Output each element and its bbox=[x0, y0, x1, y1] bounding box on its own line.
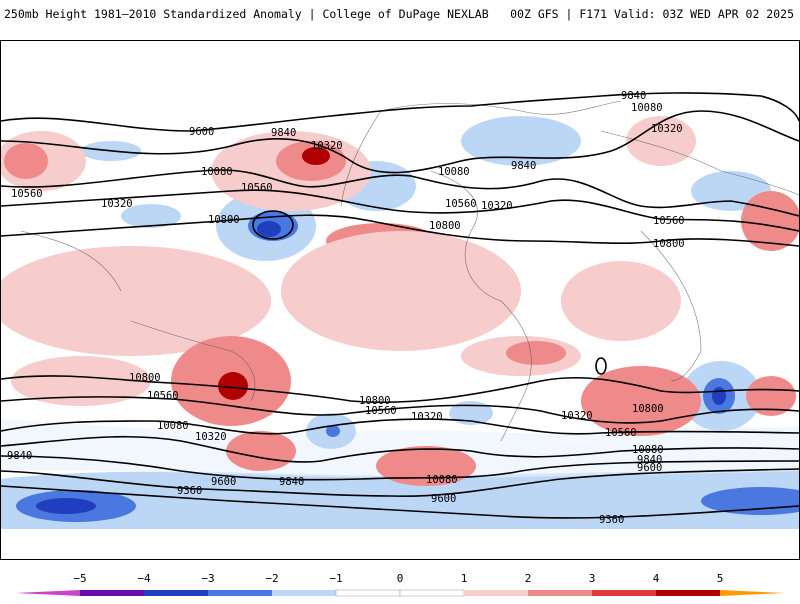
contour-label: 10320 bbox=[481, 200, 513, 212]
contour-label: 10560 bbox=[605, 427, 637, 439]
colorbar-tick: −4 bbox=[137, 572, 151, 585]
contour-label: 10800 bbox=[359, 395, 391, 407]
contour-label: 10080 bbox=[631, 102, 663, 114]
contour-label: 9360 bbox=[599, 514, 624, 526]
contour-label: 10080 bbox=[201, 166, 233, 178]
colorbar-segment bbox=[80, 590, 144, 596]
contour-label: 10080 bbox=[438, 166, 470, 178]
colorbar: −5 −4 −3 −2 −1 0 1 2 3 4 5 bbox=[0, 564, 800, 600]
contour-label: 10800 bbox=[653, 238, 685, 250]
contour-label: 10800 bbox=[129, 372, 161, 384]
colorbar-segment bbox=[720, 590, 785, 596]
colorbar-segments bbox=[15, 589, 785, 597]
colorbar-segment bbox=[592, 590, 656, 596]
contour-label: 10320 bbox=[411, 411, 443, 423]
contour-label: 10320 bbox=[195, 431, 227, 443]
contour-label: 10080 bbox=[426, 474, 458, 486]
colorbar-tick: 1 bbox=[461, 572, 468, 585]
colorbar-tick: −3 bbox=[201, 572, 214, 585]
contour-label: 9840 bbox=[621, 90, 646, 102]
contour-label: 10800 bbox=[429, 220, 461, 232]
contour-label: 9840 bbox=[511, 160, 536, 172]
colorbar-tick: 4 bbox=[653, 572, 660, 585]
colorbar-tick: −1 bbox=[329, 572, 342, 585]
contour-label: 10560 bbox=[365, 405, 397, 417]
model-valid-time: 00Z GFS | F171 Valid: 03Z WED APR 02 202… bbox=[510, 7, 794, 21]
antarctic-negative-band bbox=[1, 469, 799, 529]
contour-label: 9600 bbox=[189, 126, 214, 138]
contour-label: 10800 bbox=[208, 214, 240, 226]
colorbar-tick: −5 bbox=[73, 572, 86, 585]
contour-label: 10320 bbox=[561, 410, 593, 422]
contour-label: 10080 bbox=[157, 420, 189, 432]
contour-label: 10560 bbox=[11, 188, 43, 200]
colorbar-segment bbox=[208, 590, 272, 596]
colorbar-segment bbox=[528, 590, 592, 596]
contour-label: 10560 bbox=[653, 215, 685, 227]
contour-label: 9600 bbox=[431, 493, 456, 505]
map-title: 250mb Height 1981–2010 Standardized Anom… bbox=[4, 7, 489, 21]
contour-label: 9360 bbox=[177, 485, 202, 497]
contour-label: 10560 bbox=[445, 198, 477, 210]
contour-label: 10560 bbox=[241, 182, 273, 194]
contour-label: 9840 bbox=[637, 454, 662, 466]
colorbar-segment bbox=[656, 590, 720, 596]
colorbar-tick: 2 bbox=[525, 572, 532, 585]
colorbar-segment bbox=[144, 590, 208, 596]
contour-labels: 9840 10080 10320 9600 9840 10320 10080 1… bbox=[7, 90, 685, 526]
contour-label: 9840 bbox=[279, 476, 304, 488]
colorbar-scale: −5 −4 −3 −2 −1 0 1 2 3 4 5 bbox=[15, 572, 785, 597]
contour-label: 10320 bbox=[651, 123, 683, 135]
colorbar-segment bbox=[272, 590, 336, 596]
colorbar-tick: 0 bbox=[397, 572, 404, 585]
colorbar-segment bbox=[335, 589, 401, 597]
contour-label: 10320 bbox=[101, 198, 133, 210]
colorbar-tick-labels: −5 −4 −3 −2 −1 0 1 2 3 4 5 bbox=[73, 572, 723, 585]
coastlines bbox=[20, 100, 799, 442]
contour-label: 10560 bbox=[147, 390, 179, 402]
colorbar-tick: −2 bbox=[265, 572, 278, 585]
colorbar-tick: 5 bbox=[717, 572, 724, 585]
colorbar-tick: 3 bbox=[589, 572, 596, 585]
height-contours bbox=[1, 92, 799, 519]
anomaly-map: 9840 10080 10320 9600 9840 10320 10080 1… bbox=[1, 90, 799, 529]
contour-label: 9600 bbox=[211, 476, 236, 488]
contour-label: 9840 bbox=[7, 450, 32, 462]
colorbar-segment bbox=[399, 589, 465, 597]
header: 250mb Height 1981–2010 Standardized Anom… bbox=[0, 0, 800, 40]
contour-label: 10800 bbox=[632, 403, 664, 415]
colorbar-segment bbox=[15, 590, 80, 596]
colorbar-segment bbox=[464, 590, 528, 596]
map-panel: 9840 10080 10320 9600 9840 10320 10080 1… bbox=[0, 40, 800, 560]
contour-label: 9600 bbox=[637, 462, 662, 474]
contour-label: 9840 bbox=[271, 127, 296, 139]
contour-label: 10320 bbox=[311, 140, 343, 152]
contour-label: 10080 bbox=[632, 444, 664, 456]
